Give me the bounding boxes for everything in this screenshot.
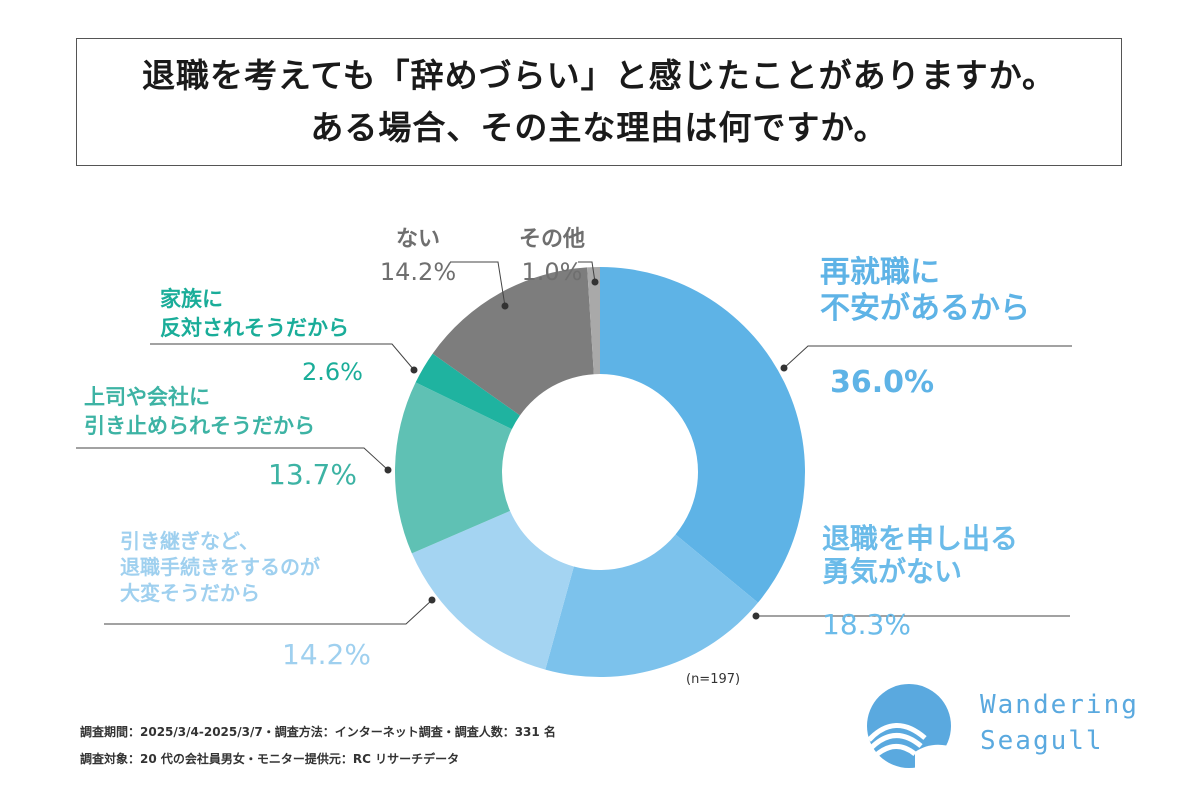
slice-label-3-line-1: 引き止められそうだから [84, 414, 315, 438]
leader-dot-2 [428, 596, 436, 604]
slice-value-1: 18.3% [822, 608, 911, 641]
slice-value-2: 14.2% [282, 638, 371, 671]
leader-dot-5 [501, 302, 509, 310]
slice-label-1-line-1: 勇気がない [822, 555, 962, 588]
donut-slice-1 [545, 534, 758, 677]
slice-label-1-line-0: 退職を申し出る [822, 522, 1018, 555]
leader-line-6 [578, 261, 596, 283]
slice-label-4-line-0: 家族に [160, 287, 223, 311]
slice-label-2-line-0: 引き継ぎなど、 [120, 529, 259, 553]
slice-value-0: 36.0% [830, 365, 934, 400]
survey-target-note: 調査対象：20 代の会社員男女・モニター提供元：RC リサーチデータ [80, 752, 460, 766]
slice-label-2-line-2: 大変そうだから [120, 581, 260, 605]
logo-line-1: Wandering [980, 690, 1139, 720]
leader-dot-0 [780, 364, 788, 372]
slice-label-4-line-1: 反対されそうだから [160, 316, 349, 340]
logo-icon [867, 684, 955, 772]
leader-line-2 [104, 599, 433, 625]
logo-line-2: Seagull [980, 726, 1104, 756]
title-line-2: ある場合、その主な理由は何ですか。 [310, 108, 888, 147]
slice-label-0-line-1: 不安があるから [820, 291, 1030, 326]
leader-dot-3 [384, 466, 392, 474]
slice-label-5-line-0: ない [396, 227, 440, 252]
leader-line-4 [150, 343, 415, 371]
leader-line-0 [783, 345, 1072, 369]
slice-label-3-line-0: 上司や会社に [84, 385, 210, 409]
donut-slice-0 [600, 267, 806, 603]
slice-label-2-line-1: 退職手続きをするのが [120, 555, 320, 579]
sample-size-note: (n=197) [686, 672, 741, 687]
donut-slice-6 [587, 267, 600, 375]
slice-label-6-line-0: その他 [519, 227, 585, 252]
donut-slice-2 [411, 510, 574, 670]
survey-period-note: 調査期間：2025/3/4-2025/3/7・調査方法：インターネット調査・調査… [80, 725, 556, 739]
leader-line-3 [76, 447, 389, 471]
slice-value-3: 13.7% [268, 458, 357, 491]
donut-slice-3 [395, 382, 512, 554]
donut-slice-5 [432, 267, 594, 416]
leader-dot-4 [410, 366, 418, 374]
slice-value-6: 1.0% [522, 258, 583, 286]
slice-value-5: 14.2% [380, 258, 456, 286]
donut-slice-4 [415, 353, 520, 430]
leader-line-5 [450, 261, 506, 307]
leader-dot-1 [752, 612, 760, 620]
slice-label-0-line-0: 再就職に [820, 255, 940, 290]
slice-value-4: 2.6% [302, 358, 363, 386]
leader-dot-6 [591, 278, 599, 286]
title-line-1: 退職を考えても「辞めづらい」と感じたことがありますか。 [141, 56, 1057, 95]
title-box: 退職を考えても「辞めづらい」と感じたことがありますか。 ある場合、その主な理由は… [76, 38, 1122, 166]
